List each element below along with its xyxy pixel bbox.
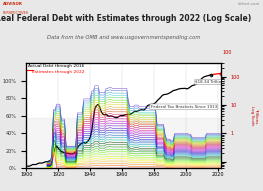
Text: PERSPECTIVES: PERSPECTIVES <box>3 11 29 15</box>
Text: ADVISOR: ADVISOR <box>3 2 23 6</box>
Text: 100: 100 <box>222 50 232 55</box>
Text: dshort.com: dshort.com <box>238 2 260 6</box>
Text: Estimates through 2022: Estimates through 2022 <box>28 70 85 74</box>
Text: Data from the OMB and www.usgovernmentspending.com: Data from the OMB and www.usgovernmentsp… <box>47 35 200 40</box>
Text: Federal Tax Brackets Since 1913: Federal Tax Brackets Since 1913 <box>151 105 217 109</box>
Bar <box>26 118 221 168</box>
Text: Real Federal Debt with Estimates through 2022 (Log Scale): Real Federal Debt with Estimates through… <box>0 14 252 23</box>
Y-axis label: Trillions
Log Scale: Trillions Log Scale <box>250 106 258 125</box>
Text: $18.34 Trillion: $18.34 Trillion <box>195 75 224 84</box>
Text: Actual Debt through 2016: Actual Debt through 2016 <box>28 64 85 68</box>
